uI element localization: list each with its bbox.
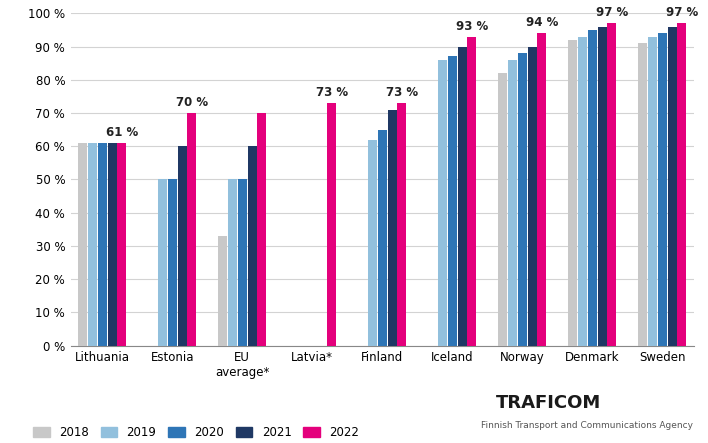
Bar bbox=[457, 47, 467, 346]
Bar bbox=[588, 30, 597, 346]
Bar bbox=[88, 143, 97, 346]
Bar bbox=[238, 179, 247, 346]
Bar bbox=[508, 60, 517, 346]
Bar bbox=[108, 143, 117, 346]
Bar bbox=[578, 37, 587, 346]
Text: 93 %: 93 % bbox=[456, 19, 488, 33]
Bar bbox=[467, 37, 476, 346]
Bar bbox=[378, 129, 387, 346]
Bar bbox=[447, 57, 457, 346]
Bar bbox=[218, 236, 227, 346]
Bar bbox=[78, 143, 87, 346]
Bar bbox=[168, 179, 177, 346]
Bar bbox=[387, 110, 396, 346]
Legend: 2018, 2019, 2020, 2021, 2022: 2018, 2019, 2020, 2021, 2022 bbox=[33, 426, 359, 439]
Text: 70 %: 70 % bbox=[176, 96, 208, 109]
Bar bbox=[569, 40, 577, 346]
Bar bbox=[327, 103, 336, 346]
Bar bbox=[607, 23, 617, 346]
Text: 73 %: 73 % bbox=[386, 86, 418, 99]
Bar bbox=[248, 146, 257, 346]
Text: 97 %: 97 % bbox=[666, 6, 698, 19]
Bar bbox=[598, 27, 607, 346]
Bar bbox=[668, 27, 677, 346]
Bar bbox=[178, 146, 187, 346]
Text: 94 %: 94 % bbox=[526, 16, 558, 29]
Text: Finnish Transport and Communications Agency: Finnish Transport and Communications Age… bbox=[481, 421, 693, 430]
Bar bbox=[438, 60, 447, 346]
Text: 61 %: 61 % bbox=[105, 126, 138, 139]
Bar bbox=[188, 113, 196, 346]
Bar bbox=[527, 47, 537, 346]
Bar bbox=[258, 113, 266, 346]
Bar bbox=[648, 37, 657, 346]
Bar bbox=[518, 53, 527, 346]
Bar bbox=[368, 140, 377, 346]
Text: 73 %: 73 % bbox=[316, 86, 348, 99]
Bar bbox=[658, 33, 667, 346]
Bar bbox=[678, 23, 687, 346]
Bar bbox=[638, 43, 647, 346]
Bar bbox=[537, 33, 547, 346]
Text: TRAFICOM: TRAFICOM bbox=[496, 394, 601, 412]
Bar bbox=[228, 179, 237, 346]
Bar bbox=[158, 179, 167, 346]
Bar bbox=[397, 103, 406, 346]
Bar bbox=[98, 143, 107, 346]
Text: 97 %: 97 % bbox=[596, 6, 628, 19]
Bar bbox=[118, 143, 127, 346]
Bar bbox=[498, 73, 507, 346]
